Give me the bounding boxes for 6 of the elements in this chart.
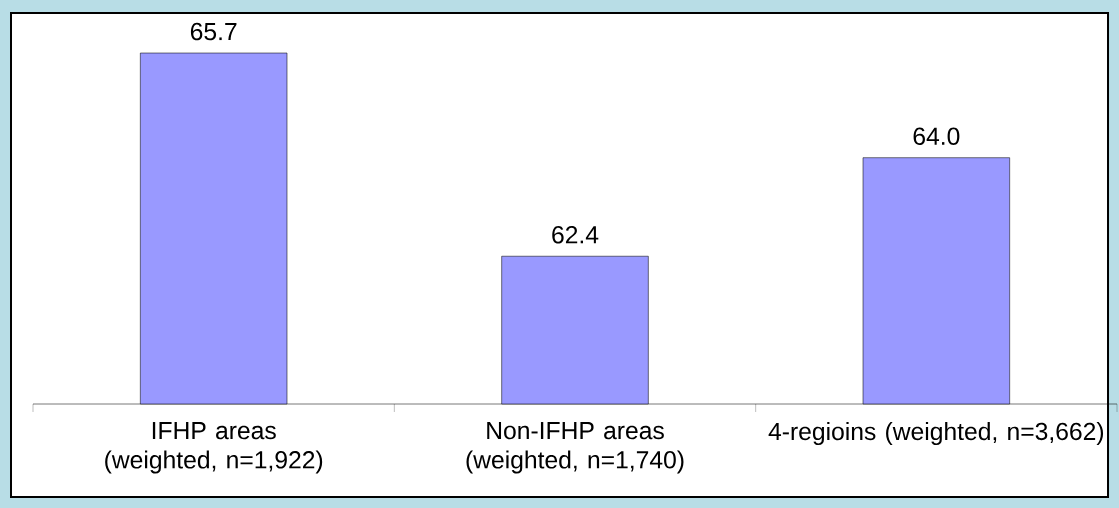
data-label: 64.0 <box>913 127 960 145</box>
x-tick-label: IFHP areas (weighted, n=1,922) <box>105 422 323 474</box>
data-label: 65.7 <box>190 22 237 41</box>
x-tick-label: Non-IFHP areas (weighted, n=1,740) <box>466 422 684 474</box>
data-label: 62.4 <box>552 226 599 244</box>
x-tick-label: 4-regioins (weighted, n=3,662) <box>768 422 1104 446</box>
